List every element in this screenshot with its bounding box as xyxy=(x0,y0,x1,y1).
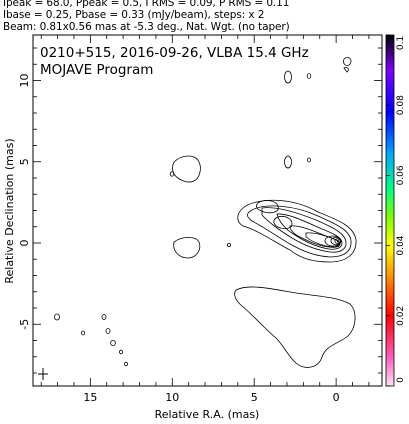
y-tick-label: -5 xyxy=(18,319,31,330)
island-contour-14 xyxy=(105,328,111,334)
contour-level-9 xyxy=(334,238,342,244)
x-tick-label: 0 xyxy=(333,391,340,404)
island-contour-6 xyxy=(306,73,312,79)
southern-extended-contour xyxy=(234,286,356,368)
colorbar-tick-label: 0.06 xyxy=(396,165,406,185)
island-contour-13 xyxy=(101,314,107,320)
colorbar-tick-label: 0.04 xyxy=(396,235,406,255)
island-contour-5 xyxy=(284,70,292,84)
island-contour-15 xyxy=(110,339,116,346)
plot-frame xyxy=(32,34,383,387)
colorbar-tick-label: 0 xyxy=(396,377,406,383)
header-line-3: Beam: 0.81x0.56 mas at -5.3 deg., Nat. W… xyxy=(3,21,290,33)
y-tick-label: 10 xyxy=(18,74,31,88)
y-tick-label: 0 xyxy=(18,240,31,247)
island-contour-10 xyxy=(343,67,349,73)
contour-level-3 xyxy=(261,207,347,253)
island-contour-8 xyxy=(306,157,311,163)
island-contour-12 xyxy=(81,330,86,336)
x-tick-label: 15 xyxy=(83,391,97,404)
chart-title: 0210+515, 2016-09-26, VLBA 15.4 GHz xyxy=(40,45,309,61)
colorbar-tick-label: 0.02 xyxy=(396,306,406,326)
island-contour-16 xyxy=(119,349,124,355)
x-tick-label: 10 xyxy=(165,391,179,404)
island-contour-4 xyxy=(226,242,231,247)
island-contour-11 xyxy=(54,313,60,321)
island-contour-3 xyxy=(169,171,175,177)
contour-level-4 xyxy=(276,213,343,250)
y-tick-label: 5 xyxy=(18,158,31,165)
contour-level-6 xyxy=(305,232,340,248)
jet-knot-contour xyxy=(256,200,279,214)
jet-knot-contour-2 xyxy=(273,216,293,230)
island-contour-2 xyxy=(173,237,201,259)
colorbar-ticks: 0.1 0.08 0.06 0.04 0.02 0 xyxy=(386,34,406,387)
x-tick-label: 5 xyxy=(251,391,258,404)
contour-level-5 xyxy=(289,225,341,248)
axis-tick-labels: 15 10 5 0 10 5 0 -5 xyxy=(18,74,340,405)
contour-map xyxy=(54,57,357,368)
header-line-1: Ipeak = 68.0, Ppeak = 0.5, I RMS = 0.09,… xyxy=(3,0,290,9)
contour-level-1 xyxy=(237,199,357,263)
colorbar-tick-label: 0.08 xyxy=(396,95,406,115)
y-axis-label: Relative Declination (mas) xyxy=(3,138,16,283)
axis-ticks xyxy=(33,35,382,386)
contour-level-10 xyxy=(336,239,341,243)
beam-marker xyxy=(38,368,48,380)
header-line-2: Ibase = 0.25, Pbase = 0.33 (mJy/beam), s… xyxy=(3,9,265,21)
island-contour-17 xyxy=(124,361,129,367)
island-contour-7 xyxy=(284,155,292,169)
contour-level-2 xyxy=(247,205,352,258)
chart-subtitle: MOJAVE Program xyxy=(40,62,153,78)
island-contour-1 xyxy=(172,155,201,183)
island-contour-9 xyxy=(343,57,352,67)
colorbar xyxy=(385,34,395,387)
x-axis-label: Relative R.A. (mas) xyxy=(155,408,260,421)
colorbar-tick-label: 0.1 xyxy=(396,36,406,50)
